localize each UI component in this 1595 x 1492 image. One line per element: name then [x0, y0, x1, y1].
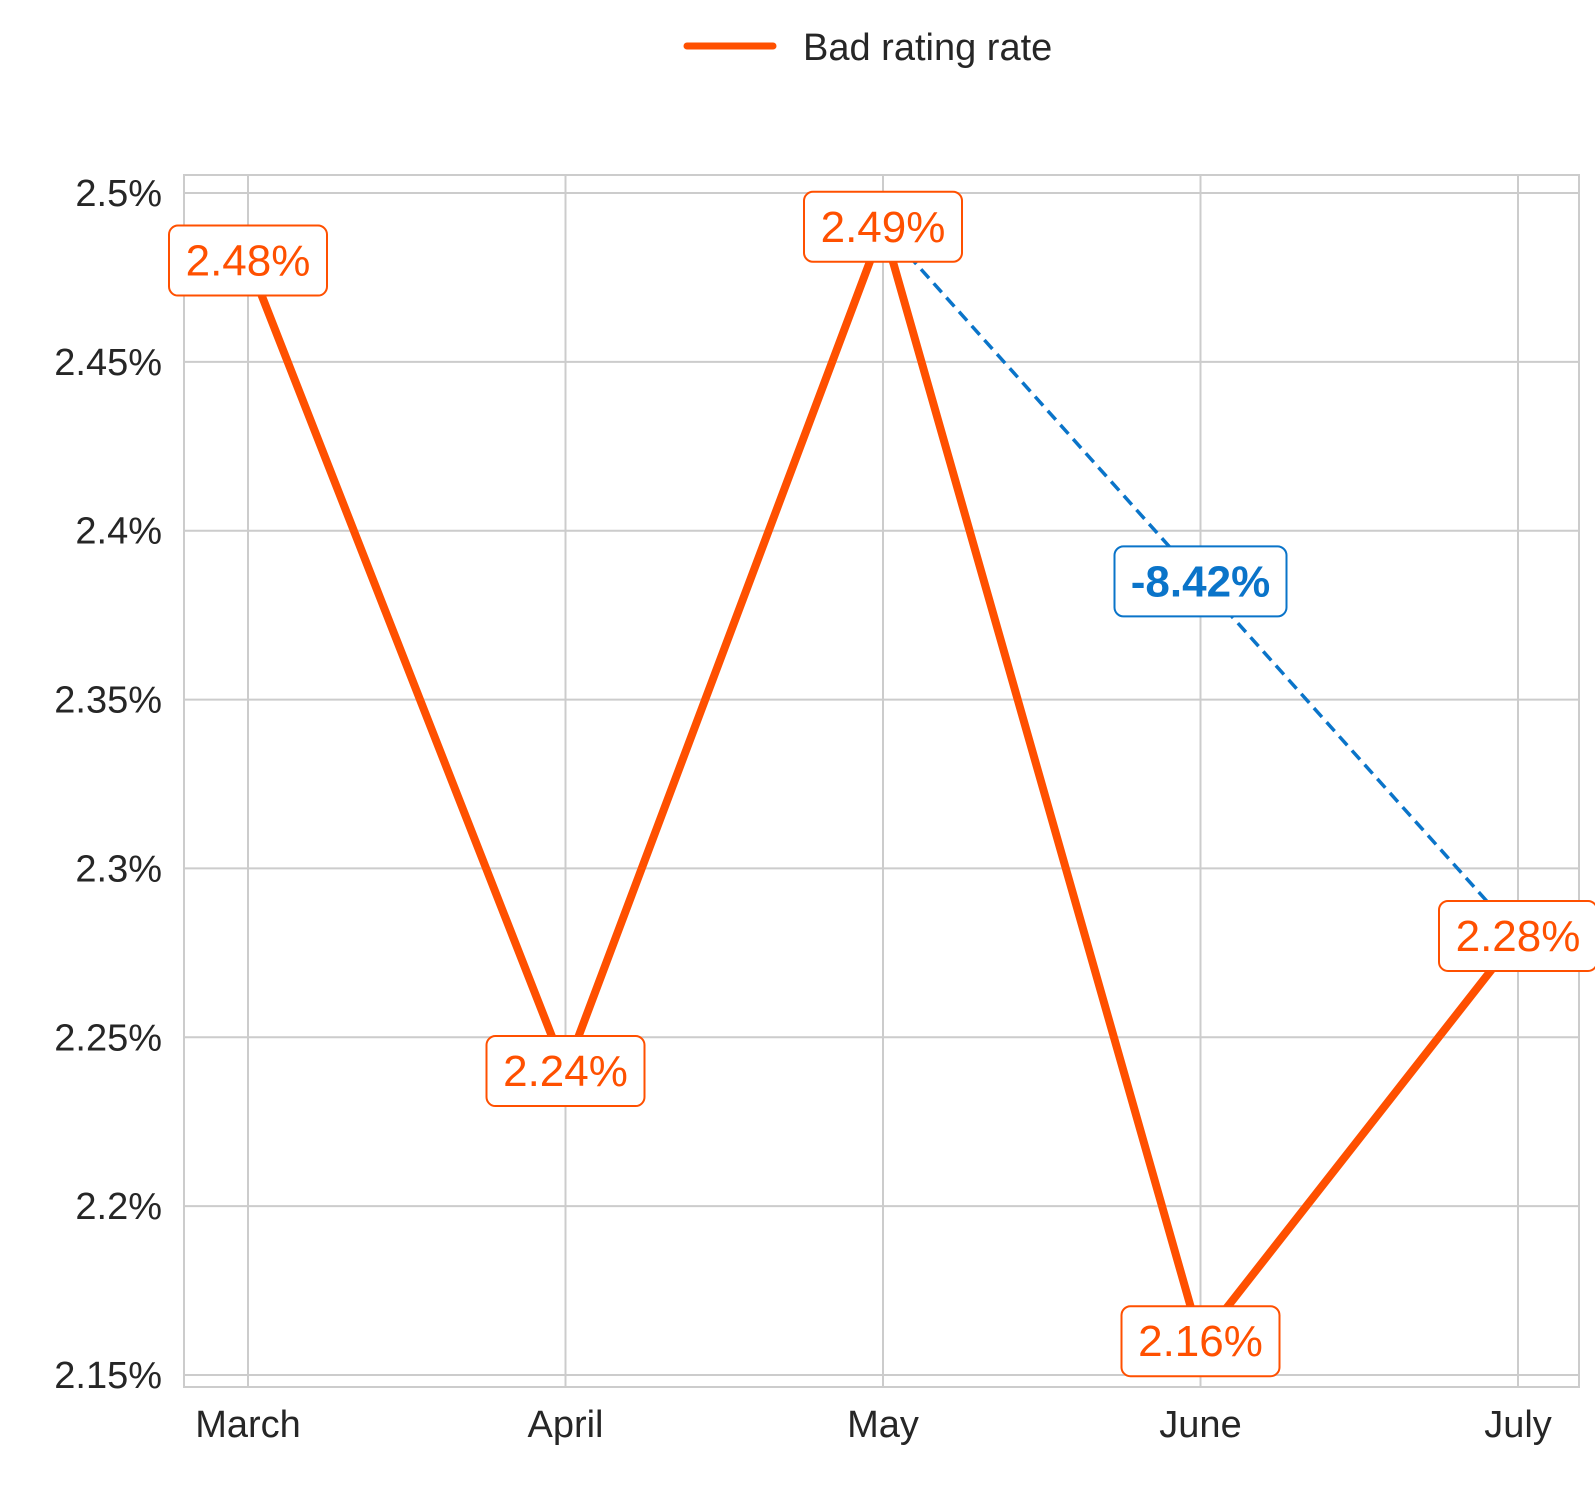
- data-labels: 2.48% 2.24% 2.49% 2.16% 2.28%: [168, 190, 1595, 1378]
- data-label: 2.49%: [821, 203, 946, 252]
- data-label: 2.28%: [1456, 912, 1581, 961]
- y-tick-label: 2.35%: [54, 680, 162, 722]
- y-tick-label: 2.25%: [54, 1017, 162, 1059]
- change-label: -8.42%: [1131, 557, 1270, 606]
- x-tick-label: July: [1484, 1404, 1552, 1446]
- y-tick-label: 2.4%: [75, 511, 162, 553]
- y-tick-label: 2.45%: [54, 342, 162, 384]
- change-annotation: -8.42%: [881, 225, 1520, 938]
- plot-frame: [183, 174, 1580, 1388]
- data-label-box: [803, 190, 963, 263]
- data-label: 2.48%: [186, 237, 311, 286]
- legend-label: Bad rating rate: [803, 27, 1052, 69]
- y-tick-label: 2.15%: [54, 1355, 162, 1397]
- y-tick-label: 2.3%: [75, 848, 162, 890]
- data-label-box: [1120, 1305, 1281, 1378]
- data-label: 2.24%: [503, 1047, 628, 1096]
- legend: Bad rating rate: [683, 27, 1052, 69]
- x-tick-label: March: [195, 1404, 301, 1446]
- change-label-box: [1113, 545, 1288, 618]
- y-tick-label: 2.2%: [75, 1186, 162, 1228]
- data-label-box: [1438, 899, 1595, 972]
- x-tick-label: April: [527, 1404, 603, 1446]
- x-axis: March April May June July: [195, 1404, 1552, 1446]
- x-tick-label: June: [1159, 1404, 1241, 1446]
- data-label-box: [485, 1035, 646, 1108]
- grid: [184, 175, 1579, 1387]
- data-label: 2.16%: [1138, 1317, 1263, 1366]
- y-axis: 2.15% 2.2% 2.25% 2.3% 2.35% 2.4% 2.45% 2.5%: [54, 173, 162, 1397]
- data-label-box: [168, 224, 328, 297]
- x-tick-label: May: [847, 1404, 919, 1446]
- y-tick-label: 2.5%: [75, 173, 162, 215]
